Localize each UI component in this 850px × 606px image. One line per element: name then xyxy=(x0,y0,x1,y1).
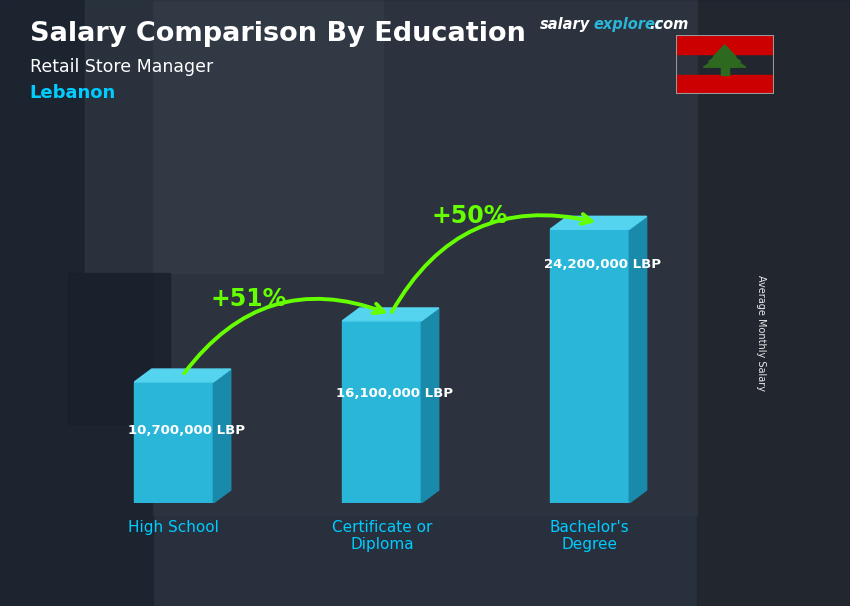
Bar xyxy=(721,67,728,75)
Text: explorer: explorer xyxy=(593,17,662,32)
Text: +51%: +51% xyxy=(211,287,287,311)
Bar xyxy=(343,321,422,503)
Polygon shape xyxy=(343,308,439,321)
Polygon shape xyxy=(422,308,439,503)
Bar xyxy=(676,75,774,94)
Text: .com: .com xyxy=(649,17,688,32)
Polygon shape xyxy=(708,49,741,62)
Polygon shape xyxy=(134,369,230,382)
Text: +50%: +50% xyxy=(431,204,507,228)
Text: Lebanon: Lebanon xyxy=(30,84,116,102)
Text: Salary Comparison By Education: Salary Comparison By Education xyxy=(30,21,525,47)
Text: 16,100,000 LBP: 16,100,000 LBP xyxy=(336,387,453,400)
Text: Retail Store Manager: Retail Store Manager xyxy=(30,58,213,76)
Bar xyxy=(676,35,774,94)
Text: 24,200,000 LBP: 24,200,000 LBP xyxy=(544,258,661,271)
Bar xyxy=(68,273,170,424)
Bar xyxy=(153,0,697,515)
Bar xyxy=(550,229,629,503)
Text: salary: salary xyxy=(540,17,590,32)
Bar xyxy=(697,0,850,606)
Bar xyxy=(85,0,382,273)
Bar xyxy=(134,382,213,503)
Polygon shape xyxy=(713,45,736,57)
Polygon shape xyxy=(213,369,230,503)
Polygon shape xyxy=(550,216,647,229)
Text: 10,700,000 LBP: 10,700,000 LBP xyxy=(128,424,245,437)
Text: Average Monthly Salary: Average Monthly Salary xyxy=(756,275,766,391)
Bar xyxy=(676,35,774,54)
Bar xyxy=(0,0,153,606)
Polygon shape xyxy=(629,216,647,503)
Polygon shape xyxy=(704,53,745,67)
